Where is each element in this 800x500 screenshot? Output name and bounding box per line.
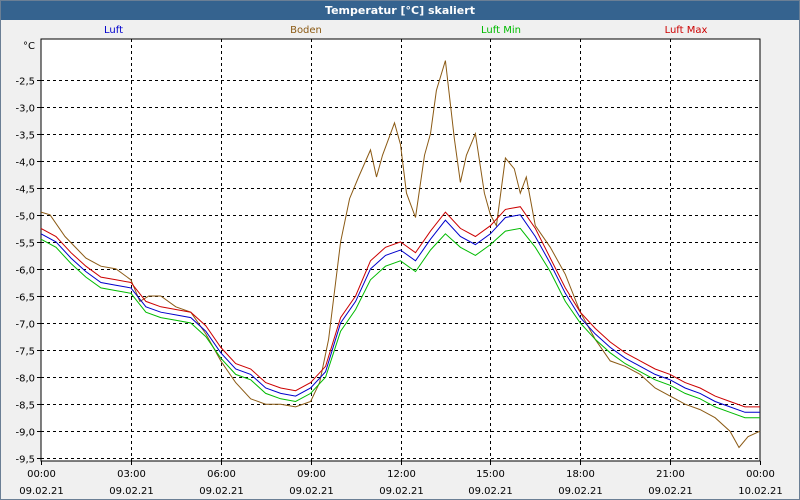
y-tick-label: -8,5 — [15, 401, 35, 412]
x-tick-time: 00:00 — [746, 469, 775, 480]
x-tick-time: 21:00 — [656, 469, 685, 480]
series-line-luft-max — [40, 206, 760, 408]
y-axis-unit: °C — [23, 41, 35, 52]
x-tick-date: 09.02.21 — [468, 486, 513, 497]
window-title: Temperatur [°C] skaliert — [1, 1, 799, 20]
series-line-boden — [40, 60, 761, 449]
x-tick-date: 09.02.21 — [648, 486, 693, 497]
y-tick-label: -2,5 — [15, 77, 35, 88]
y-tick-label: -3,0 — [15, 104, 35, 115]
legend-luft-max: Luft Max — [664, 25, 708, 36]
x-tick-time: 00:00 — [27, 469, 56, 480]
x-tick-date: 09.02.21 — [19, 486, 64, 497]
y-tick-label: -7,5 — [15, 347, 35, 358]
x-tick-date: 09.02.21 — [289, 486, 334, 497]
y-tick-label: -9,0 — [15, 428, 35, 439]
series-line-luft-min — [40, 227, 760, 419]
y-tick-label: -5,5 — [15, 239, 35, 250]
y-tick-label: -3,5 — [15, 131, 35, 142]
y-tick-label: -6,0 — [15, 266, 35, 277]
y-tick-label: -5,0 — [15, 212, 35, 223]
y-tick-label: -4,0 — [15, 158, 35, 169]
x-tick-time: 06:00 — [207, 469, 236, 480]
x-tick-date: 09.02.21 — [379, 486, 424, 497]
x-tick-time: 18:00 — [566, 469, 595, 480]
y-tick-label: -6,5 — [15, 293, 35, 304]
x-tick-date: 10.02.21 — [738, 486, 783, 497]
y-tick-label: -7,0 — [15, 320, 35, 331]
x-tick-date: 09.02.21 — [109, 486, 154, 497]
x-tick-time: 15:00 — [476, 469, 505, 480]
y-tick-label: -9,5 — [15, 455, 35, 466]
x-tick-time: 09:00 — [297, 469, 326, 480]
x-tick-time: 03:00 — [117, 469, 146, 480]
x-tick-time: 12:00 — [387, 469, 416, 480]
legend-luft-min: Luft Min — [481, 25, 521, 36]
y-tick-label: -8,0 — [15, 374, 35, 385]
y-tick-label: -4,5 — [15, 185, 35, 196]
legend-luft: Luft — [104, 25, 123, 36]
series-line-luft — [40, 214, 760, 413]
legend-boden: Boden — [290, 25, 322, 36]
x-tick-date: 09.02.21 — [199, 486, 244, 497]
x-tick-date: 09.02.21 — [558, 486, 603, 497]
